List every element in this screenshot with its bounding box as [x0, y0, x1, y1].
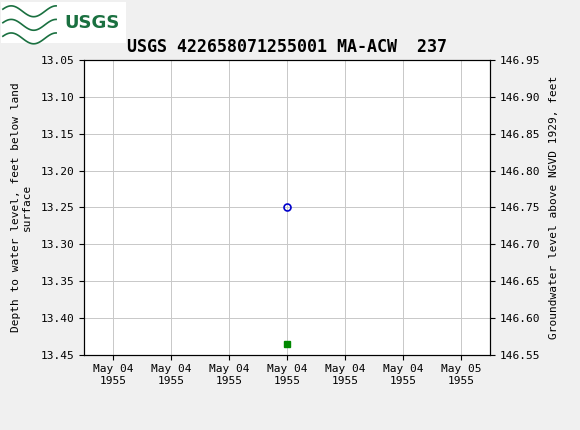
Text: USGS: USGS [65, 15, 120, 33]
Bar [1, 2, 126, 43]
Y-axis label: Groundwater level above NGVD 1929, feet: Groundwater level above NGVD 1929, feet [549, 76, 559, 339]
Title: USGS 422658071255001 MA-ACW  237: USGS 422658071255001 MA-ACW 237 [127, 38, 447, 56]
Y-axis label: Depth to water level, feet below land
surface: Depth to water level, feet below land su… [10, 83, 32, 332]
